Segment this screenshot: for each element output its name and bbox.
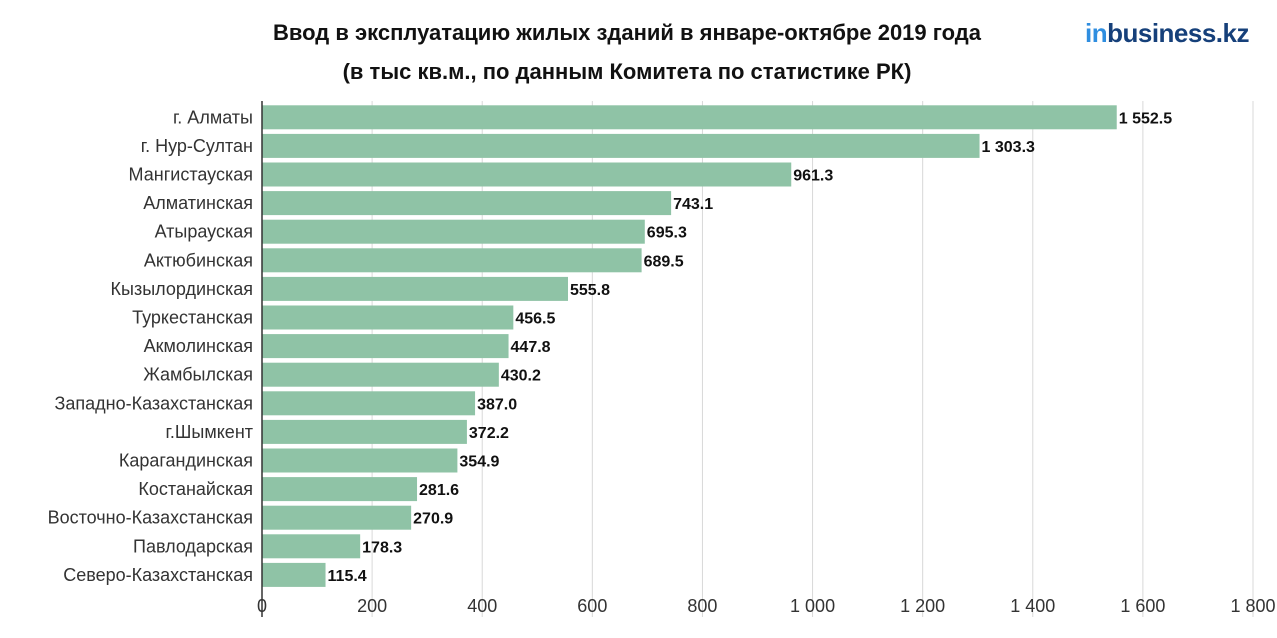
data-label: 387.0 [477,396,517,413]
category-label: Костанайская [138,479,253,499]
data-label: 430.2 [501,368,541,385]
bar [262,391,476,416]
bar [262,219,645,244]
category-label: Западно-Казахстанская [55,393,253,413]
data-label: 456.5 [515,311,555,328]
chart-title: Ввод в эксплуатацию жилых зданий в январ… [273,20,981,45]
data-label: 115.4 [328,568,367,585]
site-logo[interactable]: inbusiness.kz [1084,18,1250,49]
category-label: г. Алматы [173,107,253,127]
category-label: Акмолинская [144,336,253,356]
bar [262,505,412,530]
bar [262,248,642,273]
data-label: 270.9 [413,511,453,528]
category-label: Восточно-Казахстанская [48,508,253,528]
logo-prefix: in [1084,18,1108,48]
x-tick-label: 1 000 [790,596,835,616]
category-label: Алматинская [143,193,253,213]
chart-subtitle: (в тыс кв.м., по данным Комитета по стат… [342,59,912,84]
bar [262,419,467,444]
data-label: 354.9 [459,454,499,471]
data-label: 1 303.3 [982,139,1035,156]
logo-text: business.kz [1107,18,1249,48]
data-label: 372.2 [469,425,509,442]
category-label: Северо-Казахстанская [63,565,253,585]
x-tick-label: 400 [467,596,497,616]
category-label: Жамбылская [143,365,253,385]
x-tick-label: 1 600 [1120,596,1165,616]
data-label: 961.3 [793,168,833,185]
bar [262,448,458,473]
x-tick-label: 600 [577,596,607,616]
category-label: Актюбинская [144,250,253,270]
bar [262,133,980,158]
category-label: Атырауская [155,222,253,242]
bar [262,162,792,187]
bar [262,534,361,559]
bar [262,105,1117,130]
bar [262,191,672,216]
bar [262,562,326,587]
data-label: 178.3 [362,539,402,556]
bar [262,276,568,301]
bar [262,362,499,387]
bar [262,305,514,330]
category-label: Туркестанская [132,308,253,328]
data-label: 555.8 [570,282,610,299]
x-tick-label: 1 200 [900,596,945,616]
data-label: 743.1 [673,196,713,213]
data-label: 1 552.5 [1119,110,1172,127]
x-tick-label: 800 [687,596,717,616]
bar [262,334,509,359]
x-tick-label: 1 800 [1230,596,1275,616]
category-label: Кызылординская [111,279,253,299]
category-label: Карагандинская [119,451,253,471]
bar [262,477,418,502]
data-label: 689.5 [644,253,684,270]
x-tick-label: 1 400 [1010,596,1055,616]
category-label: Павлодарская [133,536,253,556]
category-label: Мангистауская [129,165,253,185]
x-tick-label: 200 [357,596,387,616]
category-label: г. Нур-Султан [141,136,253,156]
category-label: г.Шымкент [166,422,253,442]
data-label: 695.3 [647,225,687,242]
data-label: 447.8 [511,339,551,356]
data-label: 281.6 [419,482,459,499]
